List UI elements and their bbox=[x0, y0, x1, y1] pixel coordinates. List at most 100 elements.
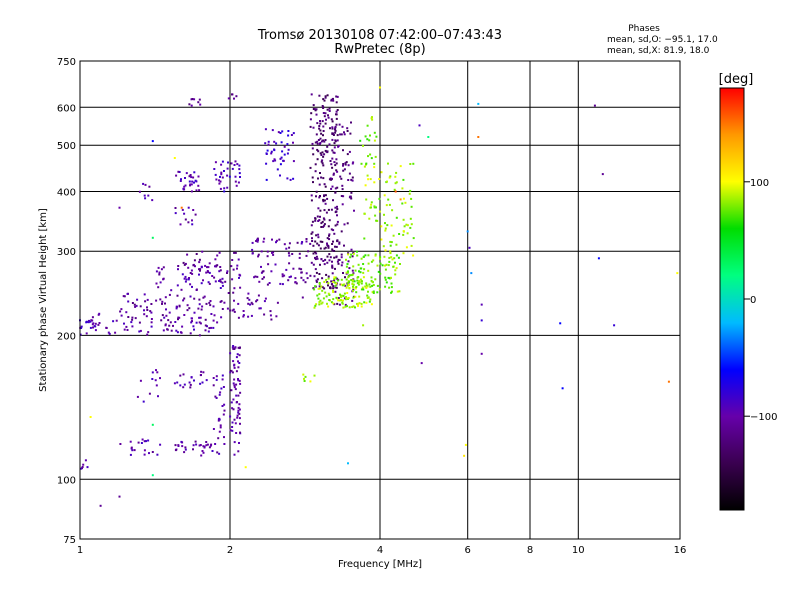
data-point bbox=[306, 277, 309, 280]
data-point bbox=[165, 308, 167, 311]
data-point bbox=[219, 175, 221, 178]
data-point bbox=[370, 303, 373, 306]
data-point bbox=[348, 287, 351, 289]
data-point bbox=[120, 314, 123, 317]
data-point bbox=[326, 108, 329, 111]
data-point bbox=[139, 379, 142, 382]
data-point bbox=[179, 223, 182, 226]
data-point bbox=[333, 277, 336, 280]
data-point bbox=[182, 261, 185, 264]
data-point bbox=[470, 272, 473, 275]
data-point bbox=[234, 251, 237, 254]
data-point bbox=[380, 171, 383, 174]
data-point bbox=[138, 321, 141, 324]
data-point bbox=[358, 295, 361, 298]
data-point bbox=[334, 187, 337, 190]
data-point bbox=[205, 444, 208, 447]
data-point bbox=[87, 321, 90, 324]
data-point bbox=[336, 277, 339, 280]
data-point bbox=[275, 142, 278, 145]
data-point bbox=[316, 278, 319, 281]
data-point bbox=[392, 234, 395, 237]
data-point bbox=[340, 278, 343, 281]
data-point bbox=[369, 153, 372, 156]
data-point bbox=[384, 276, 387, 279]
data-point bbox=[341, 261, 344, 264]
data-point bbox=[99, 504, 102, 507]
data-point bbox=[374, 253, 377, 256]
data-point bbox=[329, 286, 331, 289]
data-point bbox=[133, 303, 136, 306]
data-point bbox=[335, 245, 338, 248]
data-point bbox=[184, 280, 187, 283]
data-point bbox=[370, 157, 373, 160]
data-point bbox=[201, 250, 204, 253]
data-point bbox=[192, 209, 195, 211]
data-point bbox=[233, 251, 236, 254]
data-point bbox=[331, 157, 334, 160]
data-point bbox=[313, 374, 316, 377]
data-point bbox=[298, 267, 301, 270]
data-point bbox=[321, 240, 324, 243]
data-point bbox=[322, 297, 325, 300]
data-point bbox=[199, 382, 202, 385]
data-point bbox=[213, 314, 216, 317]
data-point bbox=[239, 286, 242, 289]
data-point bbox=[162, 266, 165, 269]
data-point bbox=[143, 449, 146, 452]
data-point bbox=[174, 444, 177, 447]
data-point bbox=[263, 300, 266, 303]
data-point bbox=[287, 134, 290, 137]
data-point bbox=[399, 263, 401, 265]
data-point bbox=[283, 145, 286, 148]
data-point bbox=[352, 289, 354, 292]
data-point bbox=[187, 278, 190, 281]
data-point bbox=[326, 151, 329, 154]
data-point bbox=[250, 301, 253, 304]
data-point bbox=[480, 319, 483, 322]
data-point bbox=[237, 411, 240, 414]
y-tick-label: 100 bbox=[57, 475, 76, 486]
data-point bbox=[230, 389, 233, 392]
data-point bbox=[332, 287, 335, 290]
data-point bbox=[347, 253, 350, 256]
x-axis-label: Frequency [MHz] bbox=[338, 559, 422, 570]
data-point bbox=[372, 259, 375, 262]
data-point bbox=[122, 295, 125, 298]
data-point bbox=[105, 327, 108, 329]
data-point bbox=[359, 139, 362, 142]
data-point bbox=[201, 450, 204, 452]
data-point bbox=[321, 220, 324, 223]
data-point bbox=[314, 163, 317, 166]
data-point bbox=[466, 230, 469, 233]
data-point bbox=[341, 203, 344, 206]
data-point bbox=[366, 294, 369, 297]
data-point bbox=[559, 322, 562, 325]
data-point bbox=[190, 321, 193, 324]
data-point bbox=[238, 347, 241, 350]
data-point bbox=[176, 331, 179, 334]
data-point bbox=[239, 176, 241, 178]
data-point bbox=[373, 205, 376, 208]
data-point bbox=[90, 319, 93, 322]
data-point bbox=[385, 263, 388, 266]
data-point bbox=[202, 445, 205, 448]
data-point bbox=[175, 329, 178, 332]
data-point bbox=[236, 163, 239, 166]
data-point bbox=[190, 269, 193, 272]
data-point bbox=[343, 283, 346, 286]
data-point bbox=[324, 291, 327, 294]
data-point bbox=[315, 303, 318, 306]
data-point bbox=[320, 160, 323, 163]
data-point bbox=[226, 272, 228, 274]
data-point bbox=[318, 183, 321, 186]
data-point bbox=[212, 305, 215, 308]
data-point bbox=[326, 94, 329, 97]
data-point bbox=[119, 310, 122, 313]
data-point bbox=[223, 436, 225, 439]
data-point bbox=[463, 454, 466, 457]
data-point bbox=[367, 254, 370, 257]
data-point bbox=[384, 227, 387, 230]
data-point bbox=[321, 159, 324, 162]
data-point bbox=[345, 258, 347, 261]
